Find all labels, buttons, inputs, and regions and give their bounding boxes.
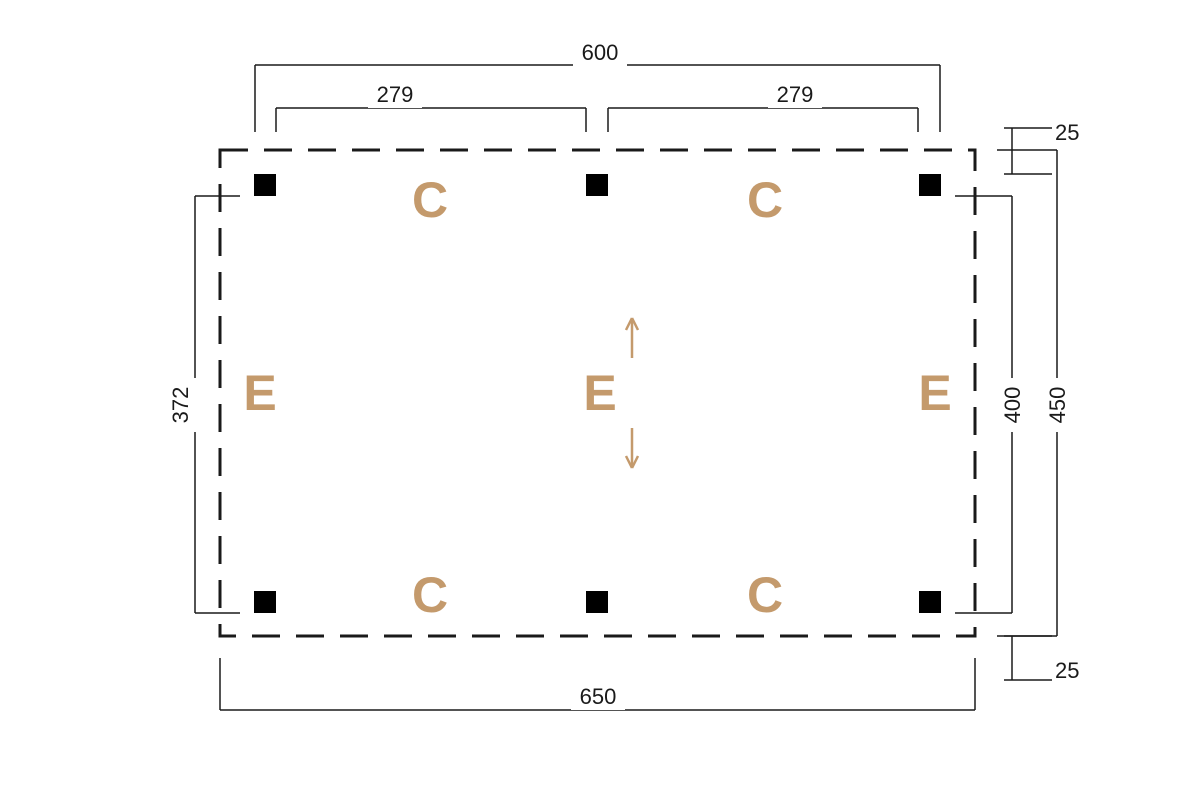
plan-diagram: C C C C E E E 600 279 279 650 372 400 450 25 25 <box>0 0 1200 792</box>
post-5 <box>586 591 608 613</box>
dim-right-450-label: 450 <box>1045 387 1070 424</box>
letter-e-4: E <box>243 365 276 421</box>
post-2 <box>586 174 608 196</box>
post-4 <box>254 591 276 613</box>
letter-c-2: C <box>412 567 448 623</box>
letter-c-3: C <box>747 567 783 623</box>
letter-c-1: C <box>747 172 783 228</box>
dim-top-279-left-label: 279 <box>377 82 414 107</box>
letter-e-6: E <box>918 365 951 421</box>
dim-top-600-label: 600 <box>582 40 619 65</box>
post-3 <box>919 174 941 196</box>
letter-e-5: E <box>583 365 616 421</box>
dim-right-25-top-label: 25 <box>1055 120 1079 145</box>
dim-right-400-label: 400 <box>1000 387 1025 424</box>
post-6 <box>919 591 941 613</box>
dim-right-25-bottom-label: 25 <box>1055 658 1079 683</box>
post-1 <box>254 174 276 196</box>
letter-c-0: C <box>412 172 448 228</box>
dim-bottom-650-label: 650 <box>580 684 617 709</box>
dim-top-279-right-label: 279 <box>777 82 814 107</box>
dim-left-372-label: 372 <box>168 387 193 424</box>
